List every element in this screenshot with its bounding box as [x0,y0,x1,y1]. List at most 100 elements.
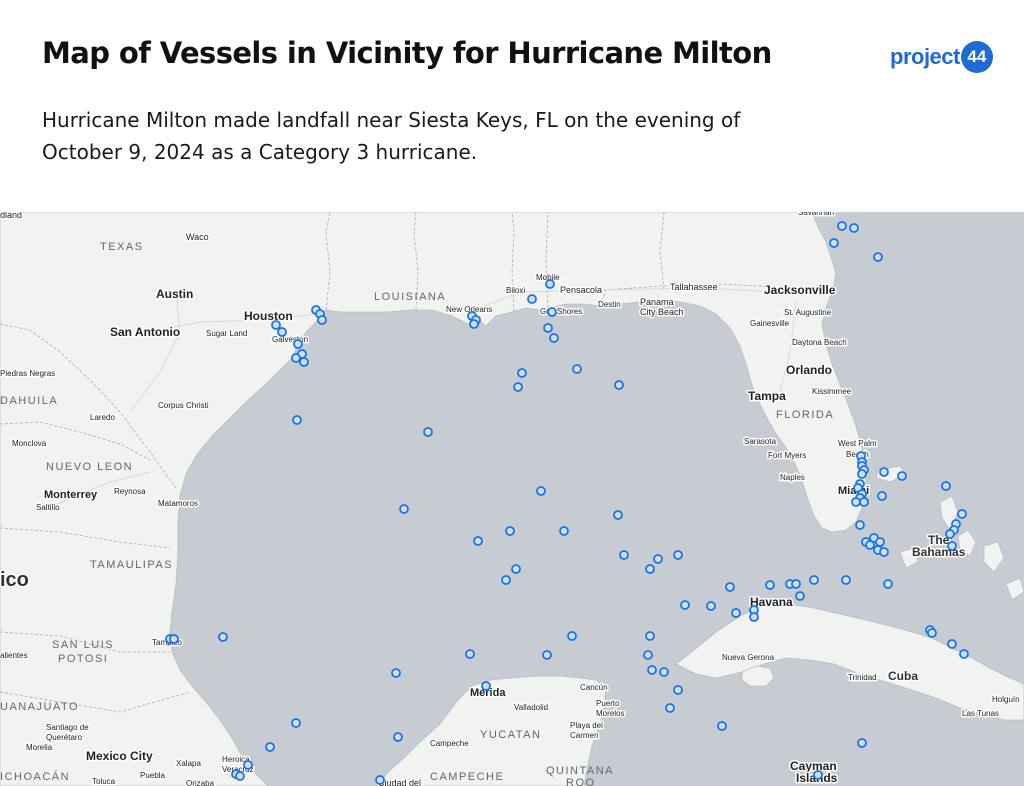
vessel-marker[interactable] [680,600,690,610]
vessel-marker[interactable] [613,510,623,520]
vessel-marker[interactable] [875,537,885,547]
vessel-marker[interactable] [218,632,228,642]
vessel-marker[interactable] [547,307,557,317]
vessel-marker[interactable] [945,529,955,539]
vessel-marker[interactable] [959,649,969,659]
vessel-marker[interactable] [542,650,552,660]
map-canvas[interactable]: TEXAS LOUISIANA FLORIDA NUEVO LEON TAMAU… [0,212,1024,786]
vessel-marker[interactable] [375,775,385,785]
vessel-marker[interactable] [243,760,253,770]
vessel-marker[interactable] [619,550,629,560]
vessel-marker[interactable] [292,415,302,425]
vessel-marker[interactable] [391,668,401,678]
city-label: Holguín [992,695,1020,704]
vessel-marker[interactable] [795,591,805,601]
vessel-marker[interactable] [717,721,727,731]
vessel-marker[interactable] [829,238,839,248]
vessel-marker[interactable] [947,541,957,551]
vessel-marker[interactable] [545,279,555,289]
vessel-marker[interactable] [865,540,875,550]
vessel-marker[interactable] [614,380,624,390]
vessel-marker[interactable] [813,770,823,780]
vessel-marker[interactable] [291,353,301,363]
vessel-marker[interactable] [645,564,655,574]
vessel-marker[interactable] [271,320,281,330]
city-label: Playa del [570,721,603,730]
vessel-marker[interactable] [749,612,759,622]
vessel-marker[interactable] [393,732,403,742]
region-label-tamaulipas: TAMAULIPAS [90,559,173,571]
vessel-marker[interactable] [399,504,409,514]
vessel-marker[interactable] [877,491,887,501]
vessel-marker[interactable] [572,364,582,374]
vessel-marker[interactable] [791,579,801,589]
vessel-marker[interactable] [725,582,735,592]
vessel-marker[interactable] [873,252,883,262]
vessel-marker[interactable] [841,575,851,585]
vessel-marker[interactable] [673,550,683,560]
vessel-marker[interactable] [527,294,537,304]
vessel-marker[interactable] [941,481,951,491]
city-label: Monclova [12,439,47,448]
vessel-marker[interactable] [659,667,669,677]
vessel-marker[interactable] [465,649,475,659]
city-label: Nueva Gerona [722,653,775,662]
vessel-marker[interactable] [665,703,675,713]
vessel-marker[interactable] [837,221,847,231]
vessel-marker[interactable] [851,497,861,507]
vessel-marker[interactable] [511,564,521,574]
vessel-marker[interactable] [317,315,327,325]
vessel-marker[interactable] [879,547,889,557]
vessel-marker[interactable] [731,608,741,618]
vessel-marker[interactable] [501,575,511,585]
city-label: Toluca [92,777,116,786]
vessel-marker[interactable] [513,382,523,392]
vessel-marker[interactable] [293,339,303,349]
vessel-marker[interactable] [947,639,957,649]
vessel-marker[interactable] [291,718,301,728]
vessel-marker[interactable] [883,579,893,589]
vessel-marker[interactable] [559,526,569,536]
vessel-marker[interactable] [957,509,967,519]
page-title: Map of Vessels in Vicinity for Hurricane… [42,36,772,70]
vessel-marker[interactable] [543,323,553,333]
city-label: Piedras Negras [0,369,55,378]
vessel-marker[interactable] [849,223,859,233]
vessel-marker[interactable] [481,681,491,691]
vessel-marker[interactable] [265,742,275,752]
vessel-marker[interactable] [469,319,479,329]
vessel-marker[interactable] [859,497,869,507]
vessel-marker[interactable] [647,665,657,675]
city-label: Puerto [596,699,620,708]
vessel-marker[interactable] [897,471,907,481]
vessel-marker[interactable] [235,771,245,781]
vessel-marker[interactable] [653,554,663,564]
vessel-marker[interactable] [879,467,889,477]
city-label: Mérida [470,687,506,699]
vessel-map[interactable]: TEXAS LOUISIANA FLORIDA NUEVO LEON TAMAU… [0,212,1024,786]
vessel-marker[interactable] [927,628,937,638]
vessel-marker[interactable] [857,469,867,479]
vessel-marker[interactable] [673,685,683,695]
vessel-marker[interactable] [536,486,546,496]
vessel-marker[interactable] [549,333,559,343]
vessel-marker[interactable] [473,536,483,546]
vessel-marker[interactable] [423,427,433,437]
vessel-marker[interactable] [505,526,515,536]
header: Map of Vessels in Vicinity for Hurricane… [0,0,1024,212]
vessel-marker[interactable] [855,520,865,530]
vessel-marker[interactable] [643,650,653,660]
vessel-marker[interactable] [277,327,287,337]
country-label-the: The [928,533,950,547]
vessel-marker[interactable] [706,601,716,611]
vessel-marker[interactable] [645,631,655,641]
vessel-markers[interactable] [165,221,969,785]
vessel-marker[interactable] [169,634,179,644]
vessel-marker[interactable] [857,738,867,748]
vessel-marker[interactable] [517,368,527,378]
vessel-marker[interactable] [765,580,775,590]
city-label: Laredo [90,413,115,422]
vessel-marker[interactable] [299,357,309,367]
vessel-marker[interactable] [809,575,819,585]
vessel-marker[interactable] [567,631,577,641]
